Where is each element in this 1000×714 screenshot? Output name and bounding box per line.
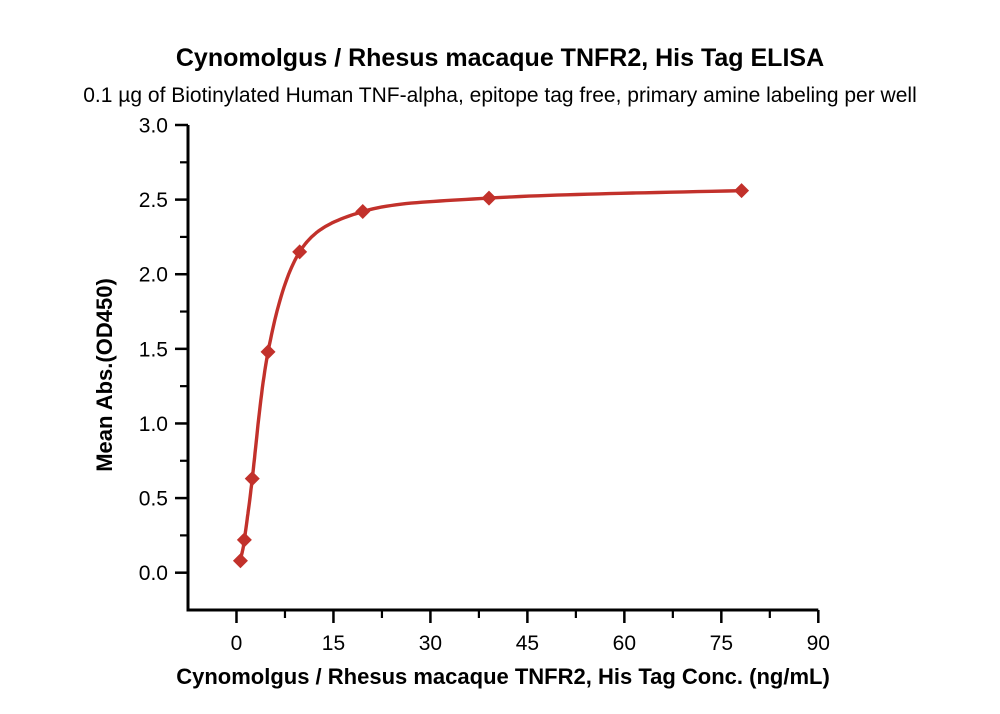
data-point-marker <box>260 344 276 360</box>
y-tick-label: 3.0 <box>139 115 168 138</box>
y-tick-label: 2.5 <box>139 189 168 212</box>
data-point-marker <box>232 553 248 569</box>
x-tick-label: 30 <box>419 632 442 655</box>
y-tick-label: 1.5 <box>139 338 168 361</box>
y-axis-title: Mean Abs.(OD450) <box>92 278 117 472</box>
x-tick-label: 60 <box>613 632 636 655</box>
data-point-marker <box>734 183 750 199</box>
axis-spine <box>186 125 819 612</box>
x-tick-label: 75 <box>710 632 733 655</box>
x-tick-label: 15 <box>322 632 345 655</box>
data-point-marker <box>481 190 497 206</box>
data-point-marker <box>355 204 371 220</box>
data-point-marker <box>292 244 308 260</box>
x-tick-label: 0 <box>231 632 243 655</box>
fit-curve <box>238 189 744 563</box>
y-tick-label: 1.0 <box>139 413 168 436</box>
data-point-marker <box>244 471 260 487</box>
x-tick-label: 45 <box>516 632 539 655</box>
x-tick-label: 90 <box>807 632 830 655</box>
chart-title: Cynomolgus / Rhesus macaque TNFR2, His T… <box>175 44 825 72</box>
y-tick-label: 0.5 <box>139 488 168 511</box>
chart-subtitle: 0.1 µg of Biotinylated Human TNF-alpha, … <box>83 84 917 107</box>
series-layer <box>232 183 750 569</box>
y-tick-label: 0.0 <box>139 562 168 585</box>
data-point-marker <box>236 532 252 548</box>
axes-layer: 0 15 30 45 60 75 90 0.0 0.5 1.0 1.5 2.0 2.5 3.0 <box>139 115 830 656</box>
x-axis-title: Cynomolgus / Rhesus macaque TNFR2, His T… <box>176 664 830 689</box>
y-tick-label: 2.0 <box>139 264 168 287</box>
